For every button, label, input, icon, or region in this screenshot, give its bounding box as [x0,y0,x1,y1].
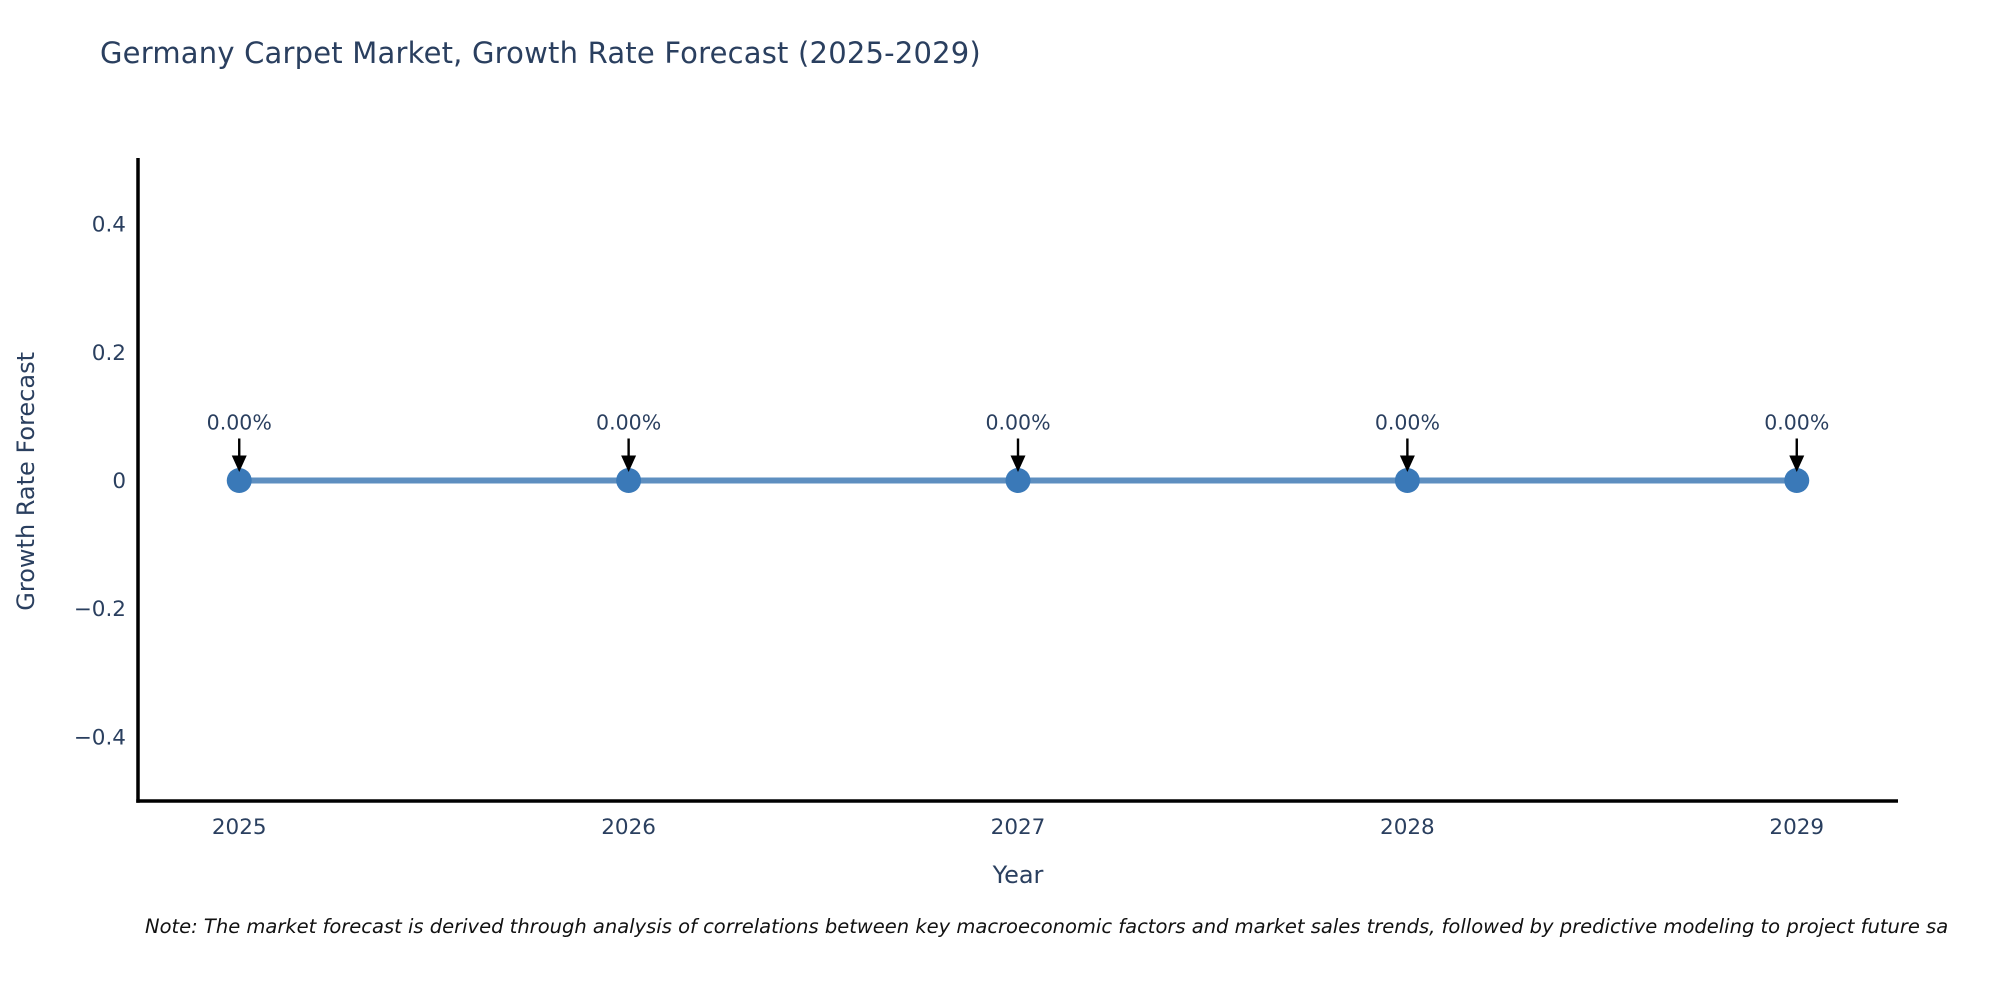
annotation-label: 0.00% [207,411,272,435]
footnote: Note: The market forecast is derived thr… [145,915,1949,938]
annotation-label: 0.00% [1375,411,1440,435]
data-point-marker [226,468,252,493]
y-tick-label: 0.2 [92,341,126,366]
data-point-marker [1394,468,1420,493]
x-tick-label: 2025 [212,815,267,840]
x-tick-label: 2027 [991,815,1046,840]
y-tick-label: 0 [112,469,126,494]
x-tick-label: 2029 [1769,815,1824,840]
y-tick-label: −0.2 [74,597,126,622]
data-point-marker [1784,468,1810,493]
y-tick-label: −0.4 [74,725,126,750]
annotation-label: 0.00% [1764,411,1829,435]
data-point-marker [1005,468,1031,493]
annotation-arrowhead-icon [1789,455,1805,472]
data-point-marker [616,468,642,493]
annotation-arrowhead-icon [1399,455,1415,472]
annotation-label: 0.00% [596,411,661,435]
x-axis-title: Year [992,861,1044,889]
y-tick-label: 0.4 [92,213,126,238]
chart-title: Germany Carpet Market, Growth Rate Forec… [100,36,981,70]
annotation-arrowhead-icon [1010,455,1026,472]
x-tick-label: 2026 [601,815,656,840]
annotation-label: 0.00% [985,411,1050,435]
x-tick-label: 2028 [1380,815,1435,840]
annotation-arrowhead-icon [621,455,637,472]
annotation-arrowhead-icon [231,455,247,472]
